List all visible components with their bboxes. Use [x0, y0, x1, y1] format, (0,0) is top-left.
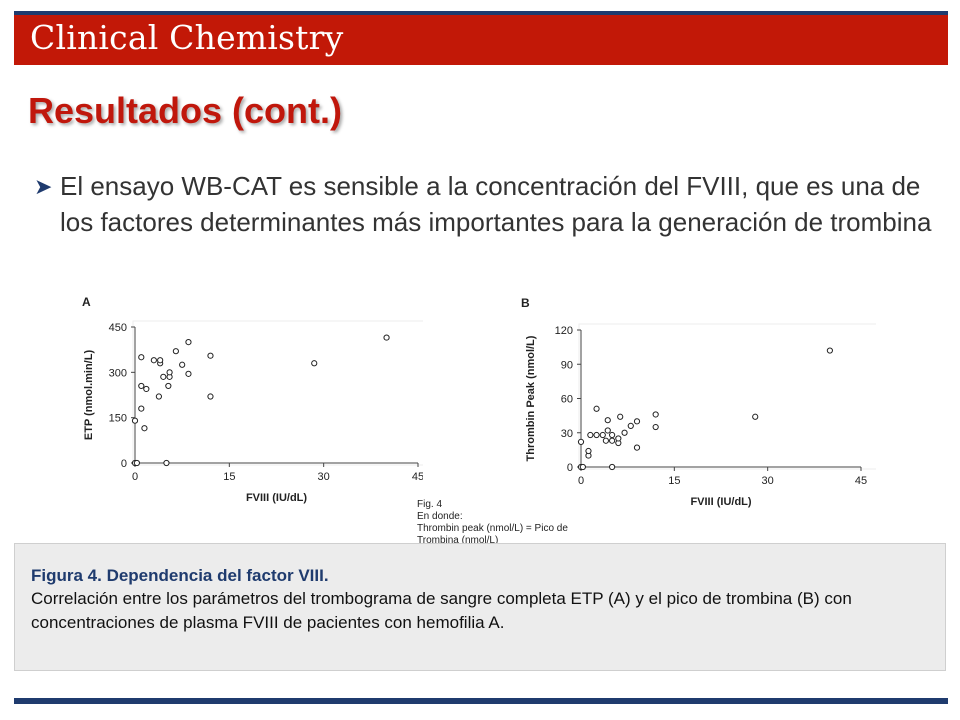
chart-b-x-tick-label: 15: [668, 475, 680, 487]
chart-a-y-tick-label: 450: [109, 322, 127, 334]
chart-b-data-point: [593, 405, 600, 412]
chart-a-data-point: [163, 459, 170, 467]
chart-b-data-point: [633, 444, 641, 451]
arrow-bullet-icon: ➤: [34, 174, 53, 199]
chart-a-frame: [132, 320, 423, 466]
chart-a-data-point: [138, 382, 145, 390]
chart-a-data-point: [311, 360, 318, 367]
chart-b-data-point: [609, 463, 616, 471]
caption-body: Correlación entre los parámetros del tro…: [31, 589, 852, 632]
chart-b-y-tick-label: 120: [555, 325, 573, 337]
chart-a-x-axis-label: FVIII (IU/dL): [246, 492, 307, 504]
chart-b-y-tick-label: 0: [567, 462, 573, 474]
chart-b-data-point: [609, 437, 616, 444]
chart-b-data-point: [652, 423, 659, 431]
chart-b-data-point: [633, 418, 641, 425]
chart-b-data-point: [615, 435, 622, 442]
scatter-chart-thrombin-peak: 0 15 30 45 0 30 60 90 120 FVIII (IU/dL) Thrombin P…: [521, 296, 876, 508]
chart-b-data-point: [652, 411, 659, 418]
chart-b-y-tick-label: 90: [561, 359, 573, 371]
chart-a-data-point: [138, 405, 145, 412]
chart-b-data-point: [752, 413, 759, 420]
chart-b-y-tick-label: 60: [561, 394, 573, 406]
chart-b-data-point: [627, 422, 634, 429]
chart-b-x-tick-label: 45: [855, 475, 867, 487]
chart-a-data-point: [131, 417, 139, 424]
chart-b-data-point: [604, 417, 611, 424]
chart-a-data-point: [179, 361, 186, 368]
caption-title: Figura 4. Dependencia del factor VIII.: [31, 566, 329, 585]
chart-a-data-point: [138, 354, 145, 361]
chart-a-x-tick-label: 30: [318, 471, 330, 483]
chart-a-y-tick-label: 300: [109, 367, 127, 379]
figure-note-line: Thrombin peak (nmol/L) = Pico de: [417, 523, 568, 534]
chart-a-data-point: [207, 352, 214, 359]
chart-b-x-axis-label: FVIII (IU/dL): [690, 496, 751, 508]
chart-b-data-point: [593, 431, 600, 439]
figure-note-line: Fig. 4: [417, 499, 443, 510]
chart-a-data-point: [141, 425, 148, 432]
figure-caption-box: Figura 4. Dependencia del factor VIII. C…: [14, 543, 946, 671]
chart-b-y-axis-label: Thrombin Peak (nmol/L): [525, 335, 537, 461]
brand-logo-text: Clinical Chemistry: [30, 18, 344, 57]
chart-a-data-point: [150, 357, 157, 364]
chart-b-data-point: [604, 427, 611, 434]
footer-line: [14, 698, 948, 704]
chart-a-x-tick-label: 0: [132, 471, 138, 483]
chart-a-data-point: [185, 339, 192, 346]
chart-a-data-point: [165, 382, 172, 390]
chart-a-panel-label: A: [82, 295, 91, 309]
figure-note-line: Trombina (nmol/L): [417, 535, 499, 546]
header-top-line: [14, 11, 948, 15]
chart-a-data-point: [166, 369, 173, 376]
chart-b-data-point: [599, 431, 606, 439]
chart-b-data-point: [621, 429, 628, 436]
figure-note-line: En donde:: [417, 511, 463, 522]
slide-title: Resultados (cont.): [28, 90, 343, 131]
chart-b-data-point: [579, 463, 586, 471]
chart-a-data-point: [155, 393, 162, 400]
chart-b-x-tick-label: 30: [762, 475, 774, 487]
chart-b-data-point: [826, 347, 833, 354]
chart-a-x-tick-label: 15: [223, 471, 235, 483]
chart-b-data-point: [609, 431, 616, 439]
chart-b-x-tick-label: 0: [578, 475, 584, 487]
chart-a-y-tick-label: 0: [121, 458, 127, 470]
chart-a-data-point: [160, 373, 167, 380]
chart-b-data-point: [587, 431, 594, 439]
chart-a-data-point: [172, 348, 179, 355]
chart-b-data-point: [585, 447, 592, 455]
chart-b-y-tick-label: 30: [561, 428, 573, 440]
chart-a-data-point: [157, 357, 164, 364]
chart-b-frame: [578, 323, 876, 470]
chart-a-x-tick-label: 45: [412, 471, 423, 483]
chart-b-panel-label: B: [521, 296, 530, 310]
figure-note: Fig. 4 En donde: Thrombin peak (nmol/L) …: [417, 499, 568, 547]
bullet-text: El ensayo WB-CAT es sensible a la concen…: [60, 171, 932, 237]
chart-a-data-point: [143, 385, 150, 393]
chart-a-data-point: [207, 393, 214, 400]
chart-a-y-tick-label: 150: [109, 413, 127, 425]
chart-b-data-point: [577, 438, 585, 445]
header-band: [14, 15, 948, 65]
chart-b-data-point: [617, 413, 624, 420]
chart-a-data-point: [133, 459, 140, 467]
chart-a-y-axis-label: ETP (nmol.min/L): [83, 350, 95, 441]
chart-b-data-point: [602, 437, 609, 444]
chart-b-plot-area: 0 15 30 45 0 30 60 90 120 FVIII (IU/dL) Thrombin P…: [521, 296, 876, 508]
chart-a-data-point: [383, 334, 390, 341]
chart-a-data-point: [185, 370, 192, 377]
